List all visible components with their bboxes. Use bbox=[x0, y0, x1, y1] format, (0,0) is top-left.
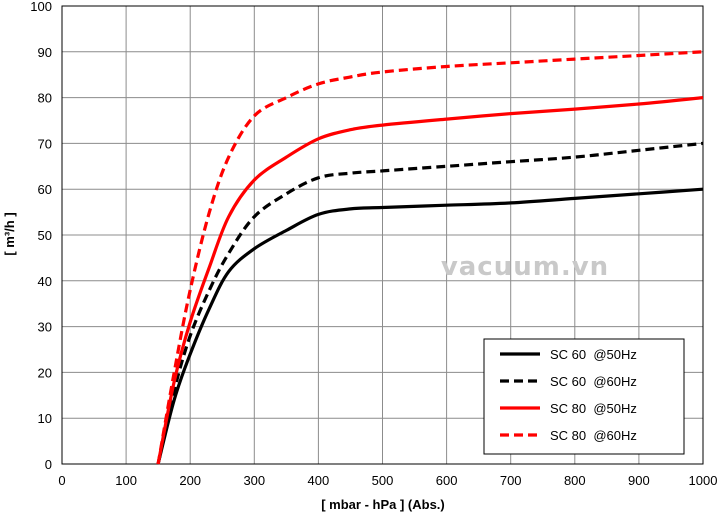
y-tick-label: 0 bbox=[45, 457, 52, 472]
y-tick-label: 60 bbox=[38, 182, 52, 197]
series-line-sc80-50hz bbox=[156, 96, 704, 465]
x-axis-title: [ mbar - hPa ] (Abs.) bbox=[321, 497, 445, 512]
legend-label-sc80-60hz: SC 80 @60Hz bbox=[550, 428, 637, 443]
y-tick-label: 100 bbox=[30, 0, 52, 14]
plot-area-border bbox=[61, 5, 704, 465]
x-tick-label: 900 bbox=[628, 473, 650, 488]
series-line-sc80-60hz bbox=[156, 50, 704, 465]
x-tick-label: 700 bbox=[500, 473, 522, 488]
y-tick-label: 30 bbox=[38, 320, 52, 335]
y-tick-label: 20 bbox=[38, 365, 52, 380]
watermark-text: vacuum.vn bbox=[441, 252, 609, 282]
x-tick-label: 0 bbox=[58, 473, 65, 488]
series-lines bbox=[156, 50, 704, 465]
y-tick-label: 70 bbox=[38, 136, 52, 151]
x-axis-ticks: 0 100 200 300 400 500 600 700 800 900 1000 bbox=[58, 473, 717, 488]
y-tick-label: 90 bbox=[38, 45, 52, 60]
y-tick-label: 40 bbox=[38, 274, 52, 289]
x-tick-label: 300 bbox=[243, 473, 265, 488]
x-tick-label: 200 bbox=[179, 473, 201, 488]
y-axis-title: [ m³/h ] bbox=[2, 212, 17, 255]
x-tick-label: 500 bbox=[372, 473, 394, 488]
series-line-sc60-60hz bbox=[156, 141, 704, 465]
y-axis-ticks: 0 10 20 30 40 50 60 70 80 90 100 bbox=[30, 0, 52, 472]
legend-label-sc60-60hz: SC 60 @60Hz bbox=[550, 374, 637, 389]
y-tick-label: 80 bbox=[38, 91, 52, 106]
legend-label-sc60-50hz: SC 60 @50Hz bbox=[550, 347, 637, 362]
x-tick-label: 100 bbox=[115, 473, 137, 488]
x-tick-label: 400 bbox=[308, 473, 330, 488]
x-tick-label: 800 bbox=[564, 473, 586, 488]
legend-label-sc80-50hz: SC 80 @50Hz bbox=[550, 401, 637, 416]
y-tick-label: 10 bbox=[38, 411, 52, 426]
y-tick-label: 50 bbox=[38, 228, 52, 243]
x-tick-label: 1000 bbox=[689, 473, 718, 488]
series-line-sc60-50hz bbox=[156, 187, 704, 465]
legend: SC 60 @50Hz SC 60 @60Hz SC 80 @50Hz SC 80 @… bbox=[483, 338, 685, 455]
x-tick-label: 600 bbox=[436, 473, 458, 488]
